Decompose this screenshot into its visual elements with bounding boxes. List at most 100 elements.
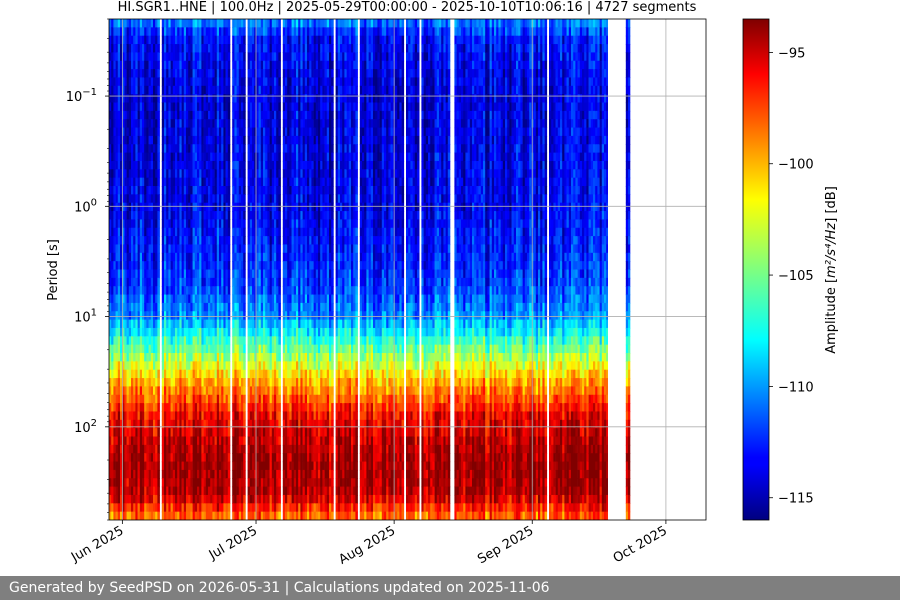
heatmap-cell [146, 202, 149, 212]
heatmap-cell [192, 160, 196, 170]
heatmap-cell [247, 52, 251, 62]
heatmap-cell [256, 261, 259, 271]
heatmap-cell [201, 127, 204, 137]
heatmap-cell [172, 378, 176, 387]
heatmap-cell [254, 186, 257, 195]
heatmap-cell [192, 486, 196, 496]
heatmap-cell [219, 35, 222, 45]
heatmap-cell [212, 77, 215, 87]
heatmap-cell [232, 52, 235, 62]
heatmap-cell [137, 27, 141, 37]
heatmap-cell [208, 219, 211, 229]
heatmap-cell [221, 60, 224, 70]
heatmap-cell [260, 135, 264, 145]
heatmap-cell [208, 411, 211, 421]
heatmap-cell [256, 269, 259, 279]
heatmap-cell [227, 302, 231, 312]
heatmap-cell [223, 244, 226, 254]
heatmap-cell [142, 378, 145, 387]
heatmap-cell [278, 453, 281, 463]
heatmap-cell [181, 60, 185, 70]
heatmap-cell [256, 511, 259, 520]
heatmap-cell [221, 403, 224, 413]
heatmap-cell [285, 35, 288, 45]
heatmap-cell [175, 236, 178, 246]
heatmap-cell [296, 327, 299, 337]
heatmap-cell [276, 269, 279, 279]
heatmap-cell [197, 102, 200, 112]
heatmap-cell [282, 127, 286, 137]
heatmap-cell [274, 252, 277, 262]
heatmap-cell [258, 244, 262, 254]
heatmap-cell [210, 361, 213, 371]
heatmap-cell [225, 319, 229, 329]
heatmap-cell [109, 386, 112, 396]
heatmap-cell [289, 503, 292, 513]
heatmap-cell [282, 27, 286, 37]
heatmap-cell [201, 94, 204, 104]
heatmap-cell [148, 85, 152, 95]
heatmap-cell [205, 94, 209, 104]
heatmap-cell [216, 469, 220, 479]
heatmap-cell [254, 177, 257, 187]
heatmap-cell [285, 119, 288, 129]
heatmap-cell [150, 169, 154, 179]
heatmap-cell [142, 85, 145, 95]
heatmap-cell [172, 336, 176, 346]
heatmap-cell [236, 403, 240, 413]
heatmap-cell [131, 94, 134, 104]
heatmap-cell [153, 119, 156, 129]
heatmap-cell [227, 286, 231, 296]
heatmap-cell [164, 135, 167, 145]
heatmap-cell [212, 269, 215, 279]
heatmap-cell [260, 302, 264, 312]
heatmap-cell [199, 77, 202, 87]
heatmap-cell [186, 269, 189, 279]
heatmap-cell [293, 85, 297, 95]
heatmap-cell [120, 219, 123, 229]
heatmap-cell [256, 144, 259, 154]
heatmap-cell [157, 478, 160, 488]
heatmap-cell [122, 194, 125, 204]
heatmap-cell [216, 394, 220, 404]
heatmap-cell [194, 411, 198, 421]
heatmap-cell [122, 311, 125, 321]
heatmap-cell [252, 469, 255, 479]
heatmap-cell [150, 119, 154, 129]
heatmap-cell [243, 428, 246, 438]
heatmap-cell [258, 336, 262, 346]
heatmap-cell [278, 286, 281, 296]
heatmap-cell [236, 202, 240, 212]
heatmap-cell [252, 453, 255, 463]
heatmap-cell [150, 327, 154, 337]
heatmap-cell [243, 77, 246, 87]
heatmap-cell [137, 60, 141, 70]
heatmap-cell [133, 378, 136, 387]
heatmap-cell [223, 127, 226, 137]
heatmap-cell [278, 261, 281, 271]
heatmap-cell [234, 494, 237, 504]
heatmap-cell [269, 144, 273, 154]
heatmap-cell [216, 19, 220, 28]
heatmap-cell [201, 428, 204, 438]
heatmap-cell [267, 227, 270, 237]
heatmap-cell [201, 327, 204, 337]
heatmap-cell [172, 286, 176, 296]
heatmap-cell [155, 211, 158, 220]
heatmap-cell [291, 336, 295, 346]
heatmap-cell [216, 60, 220, 70]
heatmap-cell [225, 52, 229, 62]
heatmap-cell [139, 186, 143, 195]
heatmap-cell [265, 69, 268, 79]
heatmap-cell [122, 127, 125, 137]
heatmap-cell [212, 344, 215, 354]
heatmap-cell [271, 60, 275, 70]
heatmap-cell [148, 453, 152, 463]
heatmap-cell [271, 219, 275, 229]
heatmap-cell [269, 252, 273, 262]
heatmap-cell [212, 94, 215, 104]
heatmap-cell [135, 403, 138, 413]
heatmap-cell [298, 494, 301, 504]
heatmap-cell [285, 294, 288, 304]
heatmap-cell [219, 211, 222, 220]
